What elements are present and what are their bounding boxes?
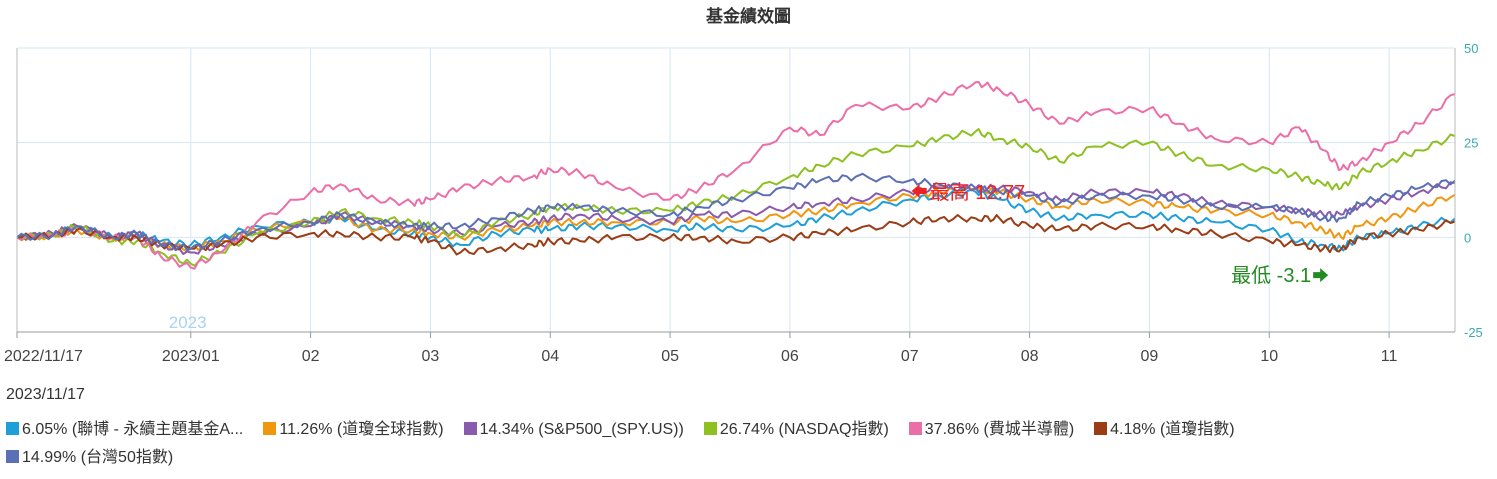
grid [16, 47, 1455, 333]
legend-label: 14.34% (S&P500_(SPY.US)) [479, 421, 684, 438]
legend-swatch [703, 422, 717, 435]
x-tick-label: 04 [541, 348, 559, 365]
chart-title: 基金績效圖 [706, 7, 791, 26]
year-marker: 2023 [169, 313, 207, 332]
max-annotation-label: 最高 12.77 [930, 181, 1026, 204]
series-line [16, 172, 1456, 252]
x-tick-label: 2023/01 [162, 348, 220, 365]
legend-swatch [908, 422, 922, 435]
legend-label: 26.74% (NASDAQ指數) [719, 421, 889, 438]
x-tick-label: 08 [1021, 348, 1039, 365]
annotations: 最高 12.77 最低 -3.1 [911, 181, 1329, 287]
chart-area: 最高 12.77 最低 -3.1 50 25 0 -25 2022/11/17 2023/0… [4, 41, 1483, 365]
legend-label: 4.18% (道瓊指數) [1110, 421, 1235, 438]
legend-label: 14.99% (台灣50指數) [22, 449, 174, 466]
legend-swatch [463, 422, 477, 435]
y-tick-label: -25 [1464, 325, 1483, 340]
legend-swatch [6, 422, 19, 435]
legend-item[interactable]: 37.86% (費城半導體) [908, 416, 1075, 444]
x-tick-label: 10 [1260, 348, 1278, 365]
x-tick-label: 06 [781, 348, 799, 365]
legend-item[interactable]: 14.99% (台灣50指數) [6, 444, 173, 472]
legend-swatch [1094, 422, 1108, 435]
start-date-label: 2023/11/17 [6, 386, 85, 403]
x-tick-label: 03 [422, 348, 440, 365]
x-tick-label: 09 [1141, 348, 1159, 365]
x-tick-label: 11 [1381, 348, 1398, 365]
y-tick-label: 0 [1464, 230, 1471, 245]
legend-label: 6.05% (聯博 - 永續主題基金A... [22, 421, 244, 438]
legend-item[interactable]: 11.26% (道瓊全球指數) [263, 416, 444, 444]
y-tick-label: 50 [1464, 41, 1478, 56]
legend-swatch [263, 422, 277, 435]
axes: 50 25 0 -25 2022/11/17 2023/01 02 03 04 05 06 07 08 0… [4, 41, 1483, 365]
x-tick-label: 05 [661, 348, 679, 365]
series-line [16, 128, 1456, 267]
x-tick-label: 2022/11/17 [4, 348, 83, 365]
x-tick-label: 07 [901, 348, 919, 365]
legend-item[interactable]: 6.05% (聯博 - 永續主題基金A... [6, 416, 243, 444]
legend-item[interactable]: 14.34% (S&P500_(SPY.US)) [463, 416, 684, 444]
series-line [16, 214, 1456, 256]
legend-label: 11.26% (道瓊全球指數) [279, 421, 444, 438]
legend: 6.05% (聯博 - 永續主題基金A... 11.26% (道瓊全球指數) 14.… [6, 416, 1486, 472]
legend-item[interactable]: 26.74% (NASDAQ指數) [703, 416, 889, 444]
legend-swatch [6, 450, 19, 463]
min-annotation-label: 最低 -3.1 [1231, 264, 1311, 287]
legend-item[interactable]: 4.18% (道瓊指數) [1094, 416, 1235, 444]
series-line [16, 81, 1456, 270]
min-arrow-icon [1313, 268, 1329, 283]
x-tick-label: 02 [302, 348, 320, 365]
y-tick-label: 25 [1464, 136, 1478, 151]
series-lines [16, 81, 1456, 270]
legend-label: 37.86% (費城半導體) [924, 421, 1075, 438]
series-line [16, 188, 1456, 252]
max-arrow-icon [911, 183, 927, 198]
